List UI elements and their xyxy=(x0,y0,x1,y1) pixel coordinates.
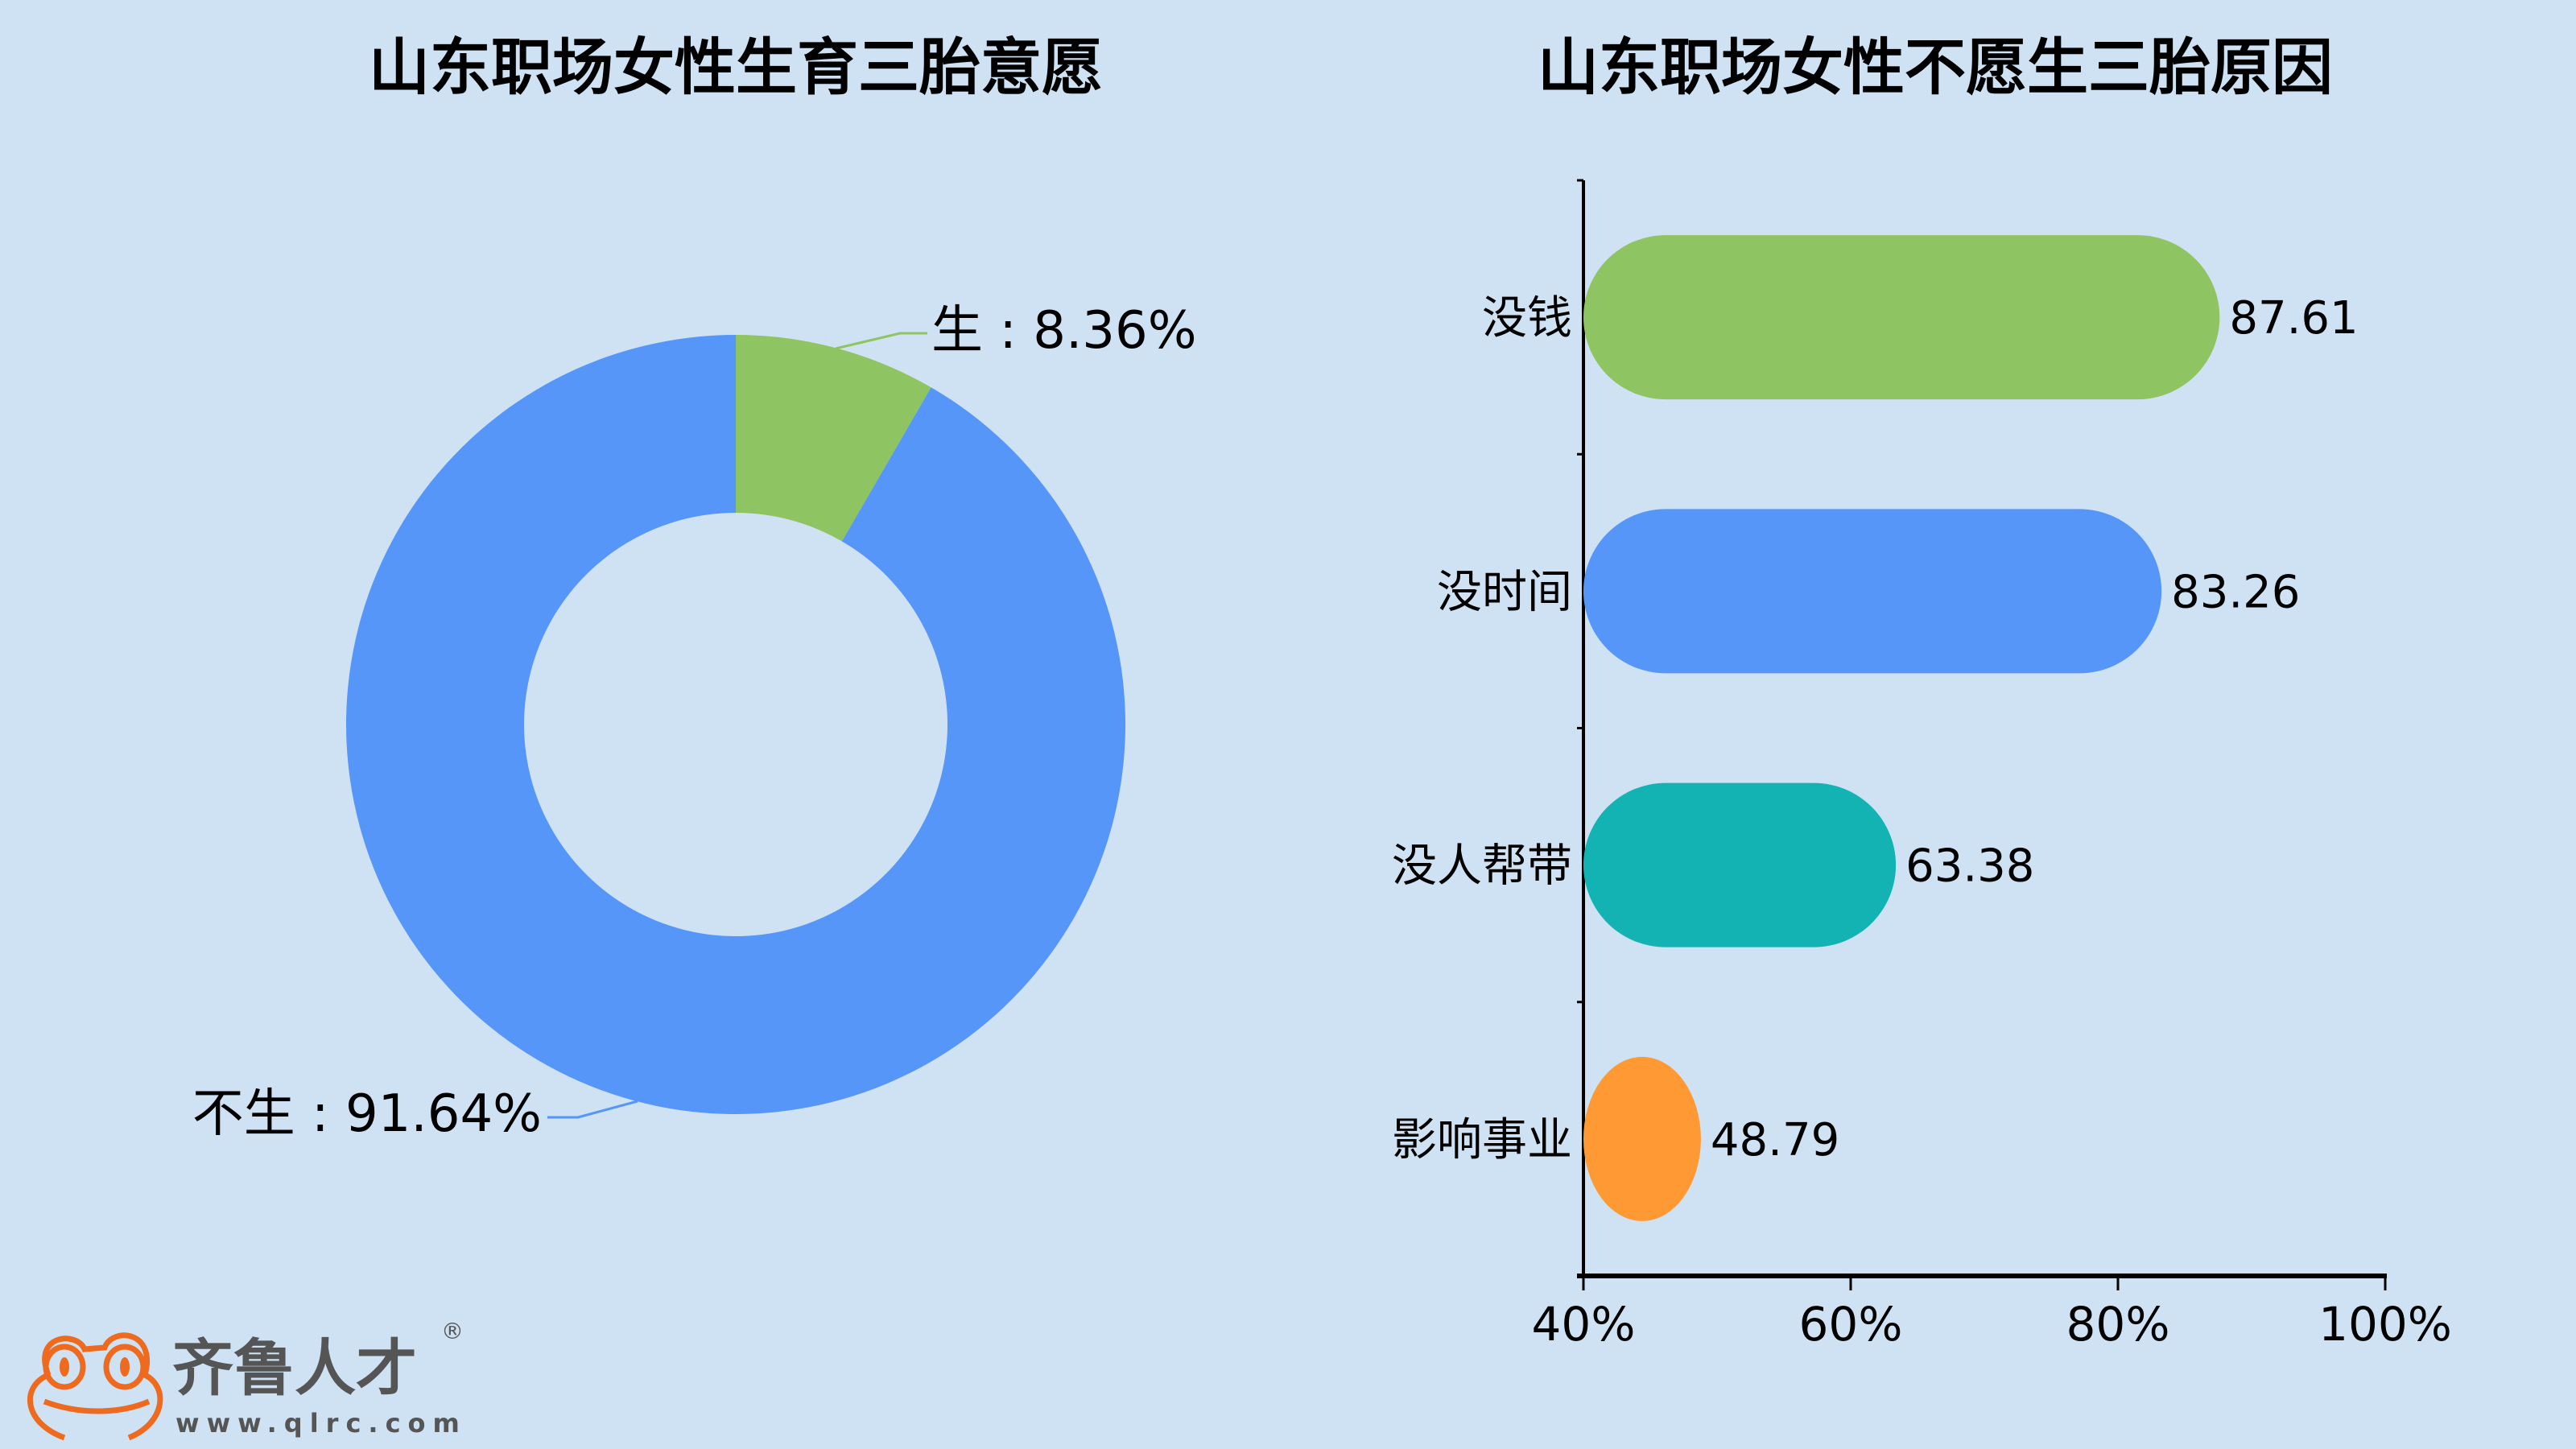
bar-2 xyxy=(1583,782,1897,947)
logo-url: www.qlrc.com xyxy=(175,1408,467,1439)
donut-slice-1 xyxy=(345,335,1125,1115)
value-label: 63.38 xyxy=(1905,840,2034,893)
bar-0 xyxy=(1583,235,2220,400)
x-tick-label: 80% xyxy=(2066,1297,2170,1352)
leader-line-0 xyxy=(835,332,927,350)
donut-chart-title: 山东职场女性生育三胎意愿 xyxy=(369,31,1103,103)
leader-line-1 xyxy=(547,1100,638,1119)
x-tick-label: 40% xyxy=(1532,1297,1636,1352)
category-label: 没时间 xyxy=(1437,566,1572,618)
frog-logo-icon xyxy=(27,1332,163,1441)
bar-3 xyxy=(1583,1056,1701,1221)
registered-mark: ® xyxy=(441,1318,464,1344)
slice-label-1: 不生 : 91.64% xyxy=(192,1084,542,1144)
slice-label-0: 生 : 8.36% xyxy=(931,301,1197,361)
bar-chart-title: 山东职场女性不愿生三胎原因 xyxy=(1538,31,2333,103)
logo-name: 齐鲁人才 xyxy=(172,1332,417,1404)
category-label: 没人帮带 xyxy=(1392,840,1572,893)
donut-slice-0 xyxy=(736,335,931,542)
value-label: 48.79 xyxy=(1711,1114,1839,1166)
category-label: 没钱 xyxy=(1482,292,1572,345)
bar-1 xyxy=(1583,509,2162,674)
value-label: 83.26 xyxy=(2171,566,2300,618)
x-tick-label: 60% xyxy=(1799,1297,1903,1352)
value-label: 87.61 xyxy=(2229,292,2358,345)
category-label: 影响事业 xyxy=(1392,1114,1572,1166)
x-tick-label: 100% xyxy=(2318,1297,2452,1352)
